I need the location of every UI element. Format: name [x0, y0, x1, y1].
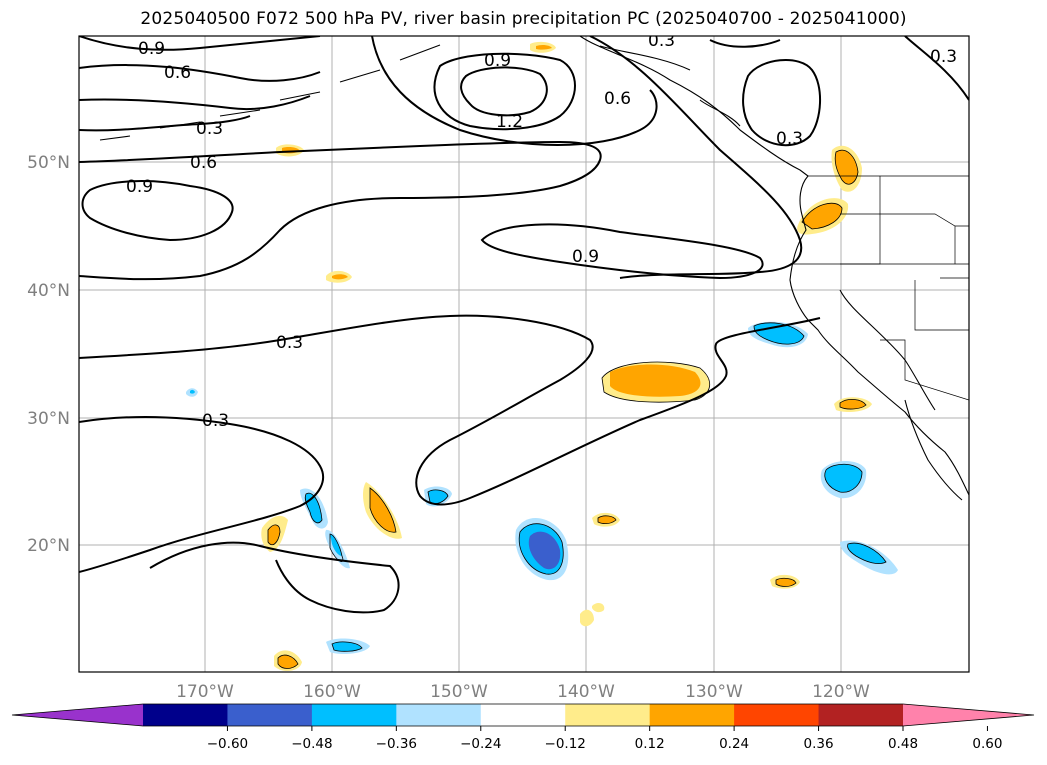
contour-label: 0.9 — [126, 177, 153, 197]
colorbar-tick-label: −0.12 — [545, 736, 586, 752]
map-area: 0.9 0.6 0.3 0.6 0.9 0.9 1.2 0.6 0.3 0.3 … — [79, 31, 969, 672]
colorbar-tick-label: 0.36 — [804, 736, 834, 752]
colorbar-segment — [480, 704, 566, 726]
colorbar-segment — [734, 704, 820, 726]
contour-label: 0.6 — [604, 89, 631, 109]
lon-label-120w: 120°W — [812, 682, 870, 702]
contour-label: 0.3 — [648, 31, 675, 51]
lat-labels: 50°N 40°N 30°N 20°N — [27, 153, 70, 556]
gridlines — [79, 36, 969, 672]
contour-label: 0.6 — [164, 63, 191, 83]
colorbar-tick-label: 0.24 — [719, 736, 749, 752]
colorbar-tick-label: 0.48 — [888, 736, 918, 752]
precip-shading — [186, 41, 898, 671]
lat-label-50n: 50°N — [27, 153, 70, 173]
pv-contours — [79, 36, 969, 614]
lon-label-140w: 140°W — [557, 682, 615, 702]
pv-contour-labels: 0.9 0.6 0.3 0.6 0.9 0.9 1.2 0.6 0.3 0.3 … — [126, 31, 957, 431]
colorbar-extend-max — [903, 704, 1034, 726]
contour-label: 0.3 — [202, 411, 229, 431]
lon-label-150w: 150°W — [430, 682, 488, 702]
colorbar-segment — [649, 704, 735, 726]
lat-label-30n: 30°N — [27, 409, 70, 429]
colorbar-segment — [818, 704, 904, 726]
contour-label: 0.9 — [572, 247, 599, 267]
map-frame — [78, 35, 970, 673]
colorbar-tick-label: −0.24 — [460, 736, 501, 752]
borders — [790, 175, 969, 401]
colorbar-segment — [311, 704, 397, 726]
precip-outlines — [267, 149, 887, 669]
contour-label: 0.3 — [930, 47, 957, 67]
colorbar-outline — [11, 703, 1035, 727]
colorbar-segment — [565, 704, 651, 726]
lon-labels: 170°W 160°W 150°W 140°W 130°W 120°W — [176, 682, 870, 702]
map-title: 2025040500 F072 500 hPa PV, river basin … — [140, 9, 907, 29]
colorbar-tick-label: 0.60 — [972, 736, 1002, 752]
contour-label: 0.9 — [484, 51, 511, 71]
lon-label-170w: 170°W — [176, 682, 234, 702]
colorbar-tick-label: −0.48 — [291, 736, 332, 752]
colorbar-tick-label: −0.60 — [207, 736, 248, 752]
colorbar-segment — [143, 704, 228, 726]
contour-label: 0.3 — [776, 129, 803, 149]
colorbar-segment — [396, 704, 482, 726]
colorbar-tick-label: −0.36 — [376, 736, 417, 752]
lon-label-160w: 160°W — [303, 682, 361, 702]
contour-label: 0.3 — [196, 119, 223, 139]
lat-label-20n: 20°N — [27, 536, 70, 556]
colorbar-extend-min — [12, 704, 143, 726]
colorbar — [11, 703, 1035, 727]
contour-label: 0.6 — [190, 153, 217, 173]
colorbar-segment — [227, 704, 313, 726]
lat-label-40n: 40°N — [27, 281, 70, 301]
lon-label-130w: 130°W — [685, 682, 743, 702]
colorbar-labels: −0.60 −0.48 −0.36 −0.24 −0.12 0.12 0.24 0.36 0.4… — [207, 726, 1002, 752]
contour-label: 0.9 — [138, 39, 165, 59]
colorbar-tick-label: 0.12 — [635, 736, 665, 752]
contour-label: 1.2 — [496, 112, 523, 132]
contour-label: 0.3 — [276, 333, 303, 353]
